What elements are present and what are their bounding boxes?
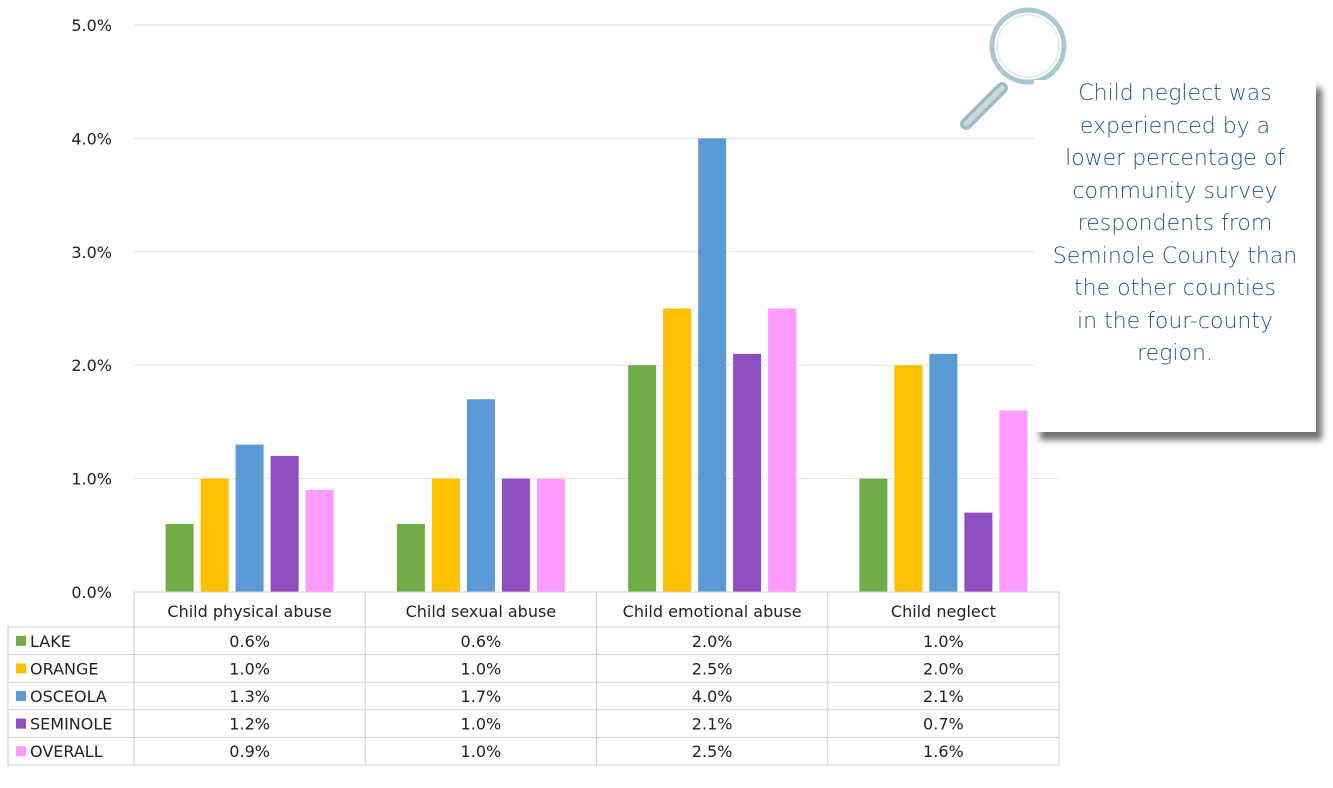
bar — [396, 523, 425, 592]
data-label: 2.5% — [692, 659, 733, 678]
legend-swatch — [16, 663, 26, 674]
legend-swatch — [16, 718, 26, 729]
bar — [270, 455, 299, 592]
legend-label: OVERALL — [30, 742, 103, 761]
legend-label: LAKE — [30, 632, 71, 651]
data-label: 0.7% — [923, 715, 964, 734]
data-label: 2.0% — [692, 632, 733, 651]
legend-swatch — [16, 635, 26, 646]
legend-label: ORANGE — [30, 659, 98, 678]
category-label: Child physical abuse — [167, 602, 331, 621]
data-label: 1.6% — [923, 742, 964, 761]
data-label: 2.5% — [692, 742, 733, 761]
category-label: Child emotional abuse — [623, 602, 802, 621]
data-label: 1.3% — [229, 687, 270, 706]
bar — [466, 399, 495, 592]
data-label: 1.7% — [461, 687, 502, 706]
data-label: 1.0% — [461, 659, 502, 678]
y-tick-label: 4.0% — [71, 129, 112, 148]
bar — [200, 478, 229, 592]
y-tick-label: 0.0% — [71, 583, 112, 602]
bar — [663, 308, 692, 592]
data-label: 2.0% — [923, 659, 964, 678]
data-label: 1.0% — [229, 659, 270, 678]
y-tick-label: 5.0% — [71, 16, 112, 35]
data-label: 0.6% — [461, 632, 502, 651]
legend-swatch — [16, 691, 26, 701]
data-label: 1.0% — [923, 632, 964, 651]
data-label: 4.0% — [692, 687, 733, 706]
category-label: Child neglect — [891, 602, 996, 621]
bar — [999, 410, 1028, 592]
data-label: 2.1% — [692, 715, 733, 734]
data-label: 1.0% — [461, 742, 502, 761]
legend-label: SEMINOLE — [30, 715, 112, 734]
data-label: 0.9% — [229, 742, 270, 761]
callout-box: Child neglect was experienced by a lower… — [1034, 80, 1316, 432]
bar — [768, 308, 797, 592]
bar — [733, 353, 762, 592]
data-label: 0.6% — [229, 632, 270, 651]
magnifying-glass-icon — [940, 4, 1080, 143]
y-tick-label: 3.0% — [71, 243, 112, 262]
data-label: 1.0% — [461, 715, 502, 734]
legend-swatch — [16, 746, 26, 757]
bar — [501, 478, 530, 592]
y-tick-label: 1.0% — [71, 470, 112, 489]
bar — [431, 478, 460, 592]
data-label: 2.1% — [923, 687, 964, 706]
bar — [964, 512, 993, 592]
data-label: 1.2% — [229, 715, 270, 734]
bar — [929, 353, 958, 592]
bar — [536, 478, 565, 592]
category-label: Child sexual abuse — [406, 602, 557, 621]
bar — [628, 365, 657, 592]
bar — [859, 478, 888, 592]
bar — [894, 365, 923, 592]
y-tick-label: 2.0% — [71, 356, 112, 375]
bar — [165, 523, 194, 592]
bar — [698, 138, 727, 592]
callout-text: Child neglect was experienced by a lower… — [1052, 81, 1298, 366]
bar — [305, 489, 334, 592]
legend-label: OSCEOLA — [30, 687, 107, 706]
bar — [235, 444, 264, 592]
